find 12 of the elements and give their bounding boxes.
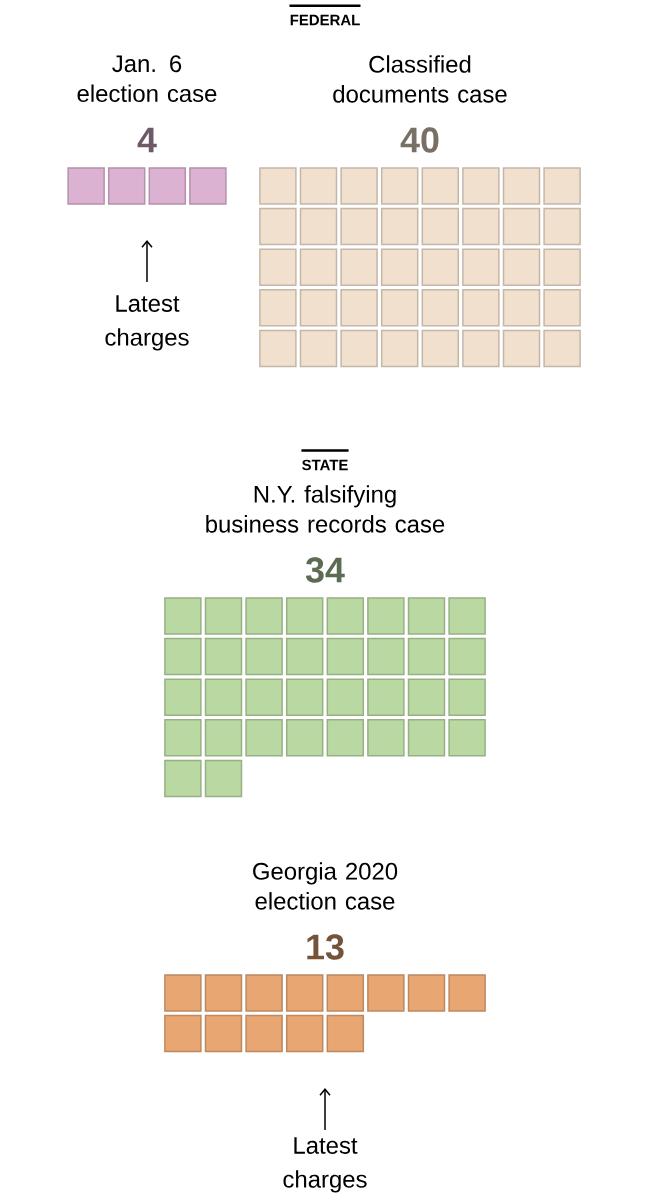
category-label: N.Y. falsifying business records case [206, 485, 445, 533]
data-label: 34 [305, 557, 345, 583]
text: STATE [302, 459, 348, 471]
data-label: 13 [307, 934, 344, 960]
text: Latest charges [105, 295, 189, 351]
category-label: Classified documents case [333, 55, 507, 103]
text: FEDERAL [290, 14, 360, 26]
data-label: 40 [400, 127, 439, 153]
category-label: Georgia 2020 election case [253, 862, 398, 910]
data-label: 4 [137, 127, 157, 153]
category-label: Jan. 6 election case [77, 55, 217, 103]
text: Latest charges [283, 1137, 367, 1193]
